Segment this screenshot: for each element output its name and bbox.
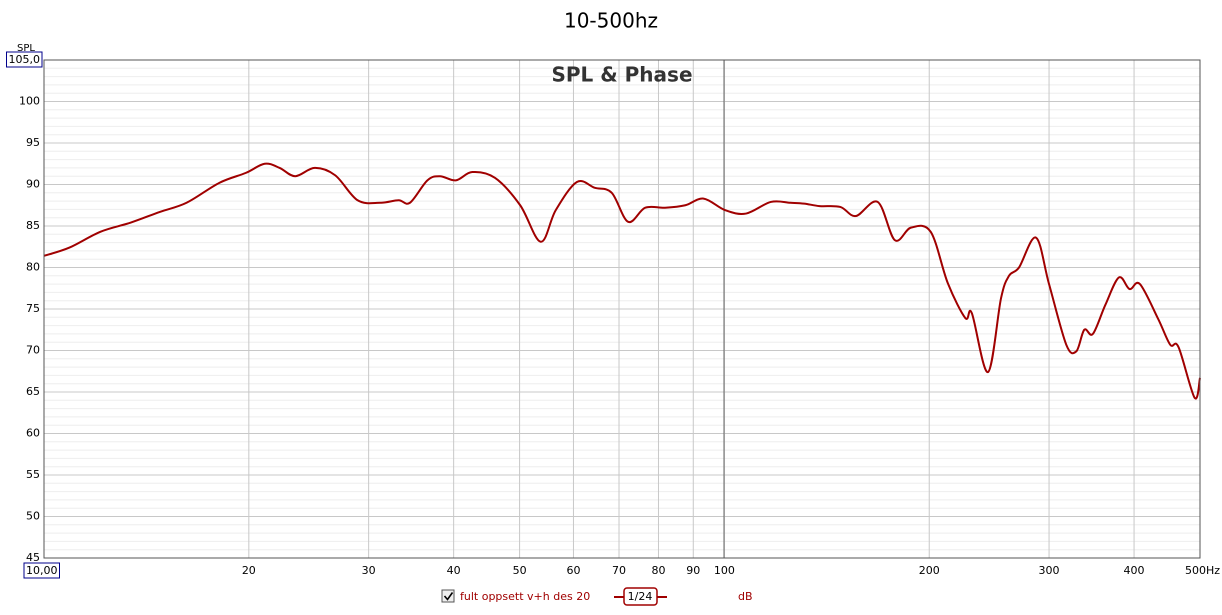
y-tick-label: 65	[26, 385, 40, 398]
y-tick-label: 80	[26, 261, 40, 274]
y-tick-label: 105,0	[9, 53, 41, 66]
x-tick-label: 300	[1039, 564, 1060, 577]
x-tick-label: 400	[1124, 564, 1145, 577]
y-axis-label: SPL	[17, 43, 35, 54]
smoothing-box[interactable]	[623, 587, 658, 606]
x-tick-label: 100	[714, 564, 735, 577]
spl-curve	[43, 162, 1201, 400]
x-tick-label: 20	[242, 564, 256, 577]
y-tick-label: 60	[26, 427, 40, 440]
x-tick-label: 200	[919, 564, 940, 577]
grid	[43, 59, 1201, 559]
y-tick-label: 50	[26, 510, 40, 523]
legend-unit: dB	[738, 590, 753, 603]
x-tick-label: 500Hz	[1185, 564, 1220, 577]
x-tick-label: 40	[447, 564, 461, 577]
x-tick-label: 70	[612, 564, 626, 577]
x-tick-label: 80	[651, 564, 665, 577]
tick-label-box	[23, 562, 60, 579]
y-tick-label: 75	[26, 302, 40, 315]
y-tick-label: 85	[26, 219, 40, 232]
plot-title: SPL & Phase	[551, 63, 692, 87]
legend: fult oppsett v+h des 20 1/24 dB	[441, 587, 753, 606]
check-mark	[443, 592, 454, 601]
curves	[43, 162, 1201, 400]
x-tick-label: 50	[513, 564, 527, 577]
x-tick-label: 60	[566, 564, 580, 577]
x-tick-label: 10,00	[26, 564, 58, 577]
tick-label-box	[6, 51, 43, 68]
y-tick-label: 55	[26, 468, 40, 481]
plot-border	[43, 59, 1201, 559]
y-tick-label: 100	[19, 95, 40, 108]
x-tick-label: 30	[362, 564, 376, 577]
smoothing-label: 1/24	[628, 590, 653, 603]
y-tick-label: 45	[26, 551, 40, 564]
y-tick-label: 95	[26, 136, 40, 149]
y-tick-label: 70	[26, 344, 40, 357]
y-tick-label: 90	[26, 178, 40, 191]
chart-title: 10-500hz	[564, 9, 658, 33]
legend-checkbox[interactable]	[441, 589, 455, 603]
x-tick-label: 90	[686, 564, 700, 577]
legend-label: fult oppsett v+h des 20	[460, 590, 590, 603]
